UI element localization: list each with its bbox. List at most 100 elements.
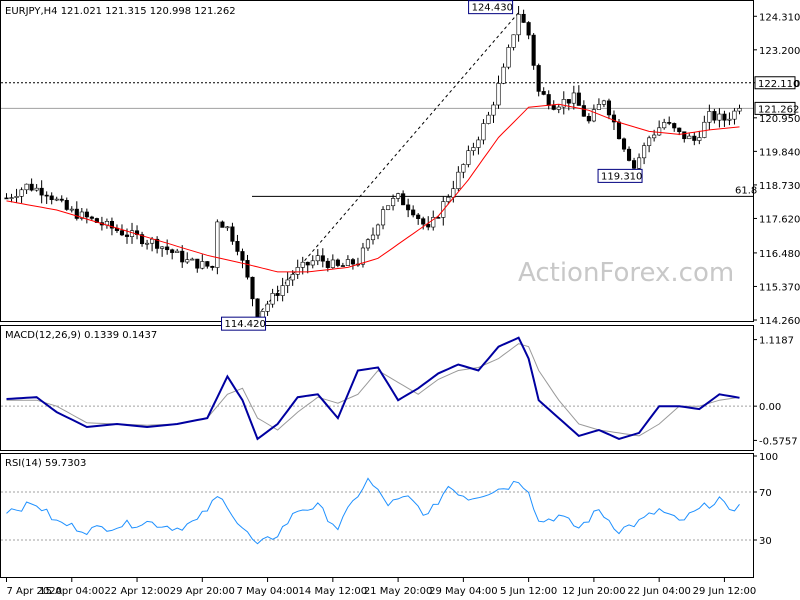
watermark: ActionForex.com bbox=[518, 258, 734, 288]
time-axis-label: 7 Apr 2020 bbox=[7, 586, 62, 597]
time-axis-label: 22 Jun 04:00 bbox=[627, 586, 691, 597]
candle-body bbox=[325, 260, 330, 268]
candle-body bbox=[370, 234, 376, 241]
candle-body bbox=[4, 197, 9, 200]
candle-body bbox=[275, 293, 280, 296]
candle-body bbox=[657, 127, 662, 136]
candle-body bbox=[220, 221, 225, 228]
candle-body bbox=[516, 13, 521, 36]
candle-body bbox=[19, 189, 24, 197]
candle-body bbox=[74, 208, 79, 219]
candle-body bbox=[39, 187, 44, 196]
candle-body bbox=[315, 255, 320, 262]
candle-body bbox=[64, 200, 69, 210]
candle-body bbox=[205, 261, 210, 267]
candle-body bbox=[722, 113, 727, 121]
candle-body bbox=[652, 134, 657, 139]
candle-body bbox=[596, 104, 601, 110]
price-axis-label: 115.370 bbox=[759, 282, 800, 293]
candle-body bbox=[707, 111, 712, 123]
macd-pane bbox=[0, 325, 754, 451]
candle-body bbox=[446, 196, 451, 202]
axis-level-label: 121.262 bbox=[758, 104, 799, 115]
candle-body bbox=[330, 259, 335, 268]
macd-axis-label: -0.5757 bbox=[759, 436, 798, 447]
candle-body bbox=[350, 259, 355, 265]
rsi-line bbox=[6, 477, 740, 545]
rsi-pane bbox=[0, 453, 754, 578]
candle-body bbox=[185, 259, 190, 263]
candle-body bbox=[702, 121, 707, 138]
time-axis-label: 14 May 12:00 bbox=[299, 586, 368, 597]
candle-body bbox=[521, 13, 526, 23]
macd-signal-line bbox=[6, 343, 740, 437]
candle-body bbox=[571, 92, 576, 104]
rsi-series-layer bbox=[1, 477, 753, 545]
candle-body bbox=[49, 195, 54, 200]
macd-series-layer bbox=[1, 336, 753, 441]
candle-body bbox=[396, 193, 401, 199]
candle-body bbox=[265, 303, 270, 312]
macd-pane-title: MACD(12,26,9) 0.1339 0.1437 bbox=[5, 330, 157, 341]
candle-body bbox=[225, 226, 230, 229]
price-axis-label: 123.200 bbox=[759, 46, 800, 57]
candle-body bbox=[380, 209, 386, 226]
candle-body bbox=[491, 104, 496, 116]
candle-body bbox=[375, 224, 381, 236]
rsi-axis-label: 30 bbox=[759, 536, 772, 547]
candle-body bbox=[44, 194, 49, 197]
candle-body bbox=[471, 147, 476, 152]
candle-body bbox=[175, 250, 180, 253]
candle-body bbox=[255, 298, 260, 320]
candle-body bbox=[129, 230, 135, 237]
price-axis-label: 116.480 bbox=[759, 249, 800, 260]
price-axis-label: 117.620 bbox=[759, 214, 800, 225]
candle-body bbox=[365, 239, 371, 249]
candle-body bbox=[591, 109, 596, 122]
candle-body bbox=[712, 111, 717, 121]
candle-body bbox=[466, 150, 471, 165]
candle-body bbox=[501, 66, 506, 84]
candle-body bbox=[170, 249, 175, 253]
candle-body bbox=[697, 137, 702, 141]
candle-body bbox=[506, 47, 511, 68]
candle-body bbox=[692, 135, 697, 141]
price-axis-label: 114.260 bbox=[759, 316, 800, 327]
axis-level-box bbox=[754, 76, 796, 90]
candle-body bbox=[140, 234, 145, 245]
price-annotation-box bbox=[221, 316, 267, 331]
candle-body bbox=[235, 241, 240, 252]
candle-body bbox=[576, 92, 581, 106]
candle-body bbox=[360, 247, 366, 265]
candle-body bbox=[230, 226, 235, 242]
candle-body bbox=[416, 214, 421, 219]
price-axis-label: 124.310 bbox=[759, 12, 800, 23]
candle-body bbox=[556, 106, 561, 110]
candle-body bbox=[431, 217, 436, 228]
candle-body bbox=[386, 205, 391, 210]
rsi-axis-label: 70 bbox=[759, 488, 772, 499]
candle-body bbox=[737, 108, 742, 112]
candle-body bbox=[14, 196, 19, 198]
candle-body bbox=[145, 242, 150, 245]
candle-body bbox=[240, 251, 245, 261]
candle-body bbox=[295, 267, 300, 275]
candle-body bbox=[642, 145, 647, 159]
price-axis-label: 119.840 bbox=[759, 147, 800, 158]
candle-body bbox=[401, 193, 406, 206]
candle-body bbox=[672, 123, 677, 129]
candle-body bbox=[160, 246, 165, 249]
candle-body bbox=[54, 198, 59, 201]
candle-body bbox=[215, 221, 220, 268]
candle-body bbox=[406, 204, 411, 211]
candle-body bbox=[411, 209, 416, 216]
candle-body bbox=[667, 122, 672, 124]
candle-body bbox=[476, 139, 481, 148]
candle-body bbox=[9, 197, 14, 199]
candle-body bbox=[59, 198, 64, 201]
candle-body bbox=[626, 148, 632, 161]
price-annotation-label: 119.310 bbox=[601, 171, 642, 182]
candle-body bbox=[195, 258, 200, 269]
candle-body bbox=[566, 99, 571, 104]
